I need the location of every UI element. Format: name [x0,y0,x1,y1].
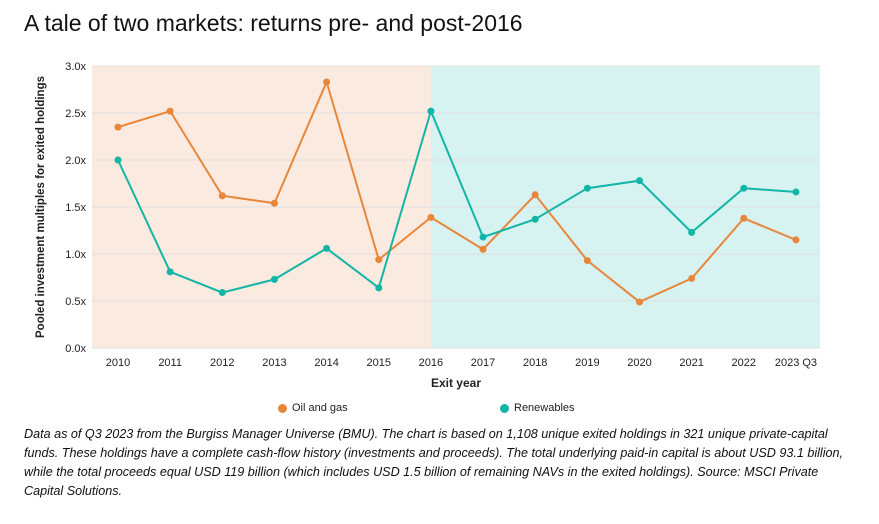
data-point [636,177,643,185]
series-line [117,79,797,304]
x-tick-label: 2015 [367,357,391,369]
x-tick-label: 2021 [679,357,703,369]
renewables-legend-marker [500,403,509,413]
data-point [166,268,174,276]
x-tick-label: 2017 [471,357,495,369]
y-tick-label: 1.0x [65,249,86,261]
x-tick-label: 2019 [575,357,599,369]
x-tick-label: 2020 [627,357,651,369]
x-tick-label: 2022 [732,357,756,369]
data-point [792,236,800,244]
series-line [117,108,797,294]
data-point [531,215,539,223]
footnote: Data as of Q3 2023 from the Burgiss Mana… [24,427,844,498]
data-point [583,257,591,265]
y-tick-label: 2.5x [65,108,86,120]
x-tick-label: 2023 Q3 [775,357,817,369]
data-point [270,275,278,283]
data-point [427,107,435,115]
x-tick-label: 2018 [523,357,547,369]
oil-legend-marker [278,403,287,413]
data-point [375,256,383,264]
data-point [740,184,748,192]
data-point [218,192,226,200]
data-point [479,233,487,241]
data-point [427,213,435,221]
x-tick-label: 2010 [106,357,130,369]
data-point [792,188,800,196]
x-tick-label: 2016 [419,357,443,369]
data-point [688,228,696,236]
data-point [688,274,696,282]
y-tick-label: 0.0x [65,343,86,355]
data-point [166,107,174,115]
x-axis-title: Exit year [431,376,481,390]
legend-item-renewables: Renewables [500,402,575,414]
x-tick-label: 2014 [314,357,338,369]
data-point [583,184,591,192]
y-tick-label: 1.5x [65,202,86,214]
data-point [479,245,487,253]
data-point [636,298,643,306]
y-tick-label: 2.0x [65,155,86,167]
legend-item-oil: Oil and gas [278,402,348,414]
data-point [323,244,331,252]
data-point [531,191,539,199]
line-chart: 0.0x 0.5x 1.0x 1.5x 2.0x 2.5x 3.0x 2010 2011 2012… [35,61,820,390]
data-point [375,284,383,292]
data-point [323,78,331,86]
chart-title: A tale of two markets: returns pre- and … [24,10,523,36]
data-point [740,214,748,222]
legend-label-oil: Oil and gas [292,402,348,414]
y-tick-label: 0.5x [65,296,86,308]
x-tick-label: 2013 [262,357,286,369]
x-tick-label: 2012 [210,357,234,369]
data-point [218,289,226,297]
x-tick-label: 2011 [158,357,182,369]
data-point [114,156,122,164]
data-point [114,123,122,131]
y-tick-label: 3.0x [65,61,86,73]
legend-label-renewables: Renewables [514,402,575,414]
y-axis-title: Pooled investment multiples for exited h… [35,76,47,338]
data-point [270,199,278,207]
